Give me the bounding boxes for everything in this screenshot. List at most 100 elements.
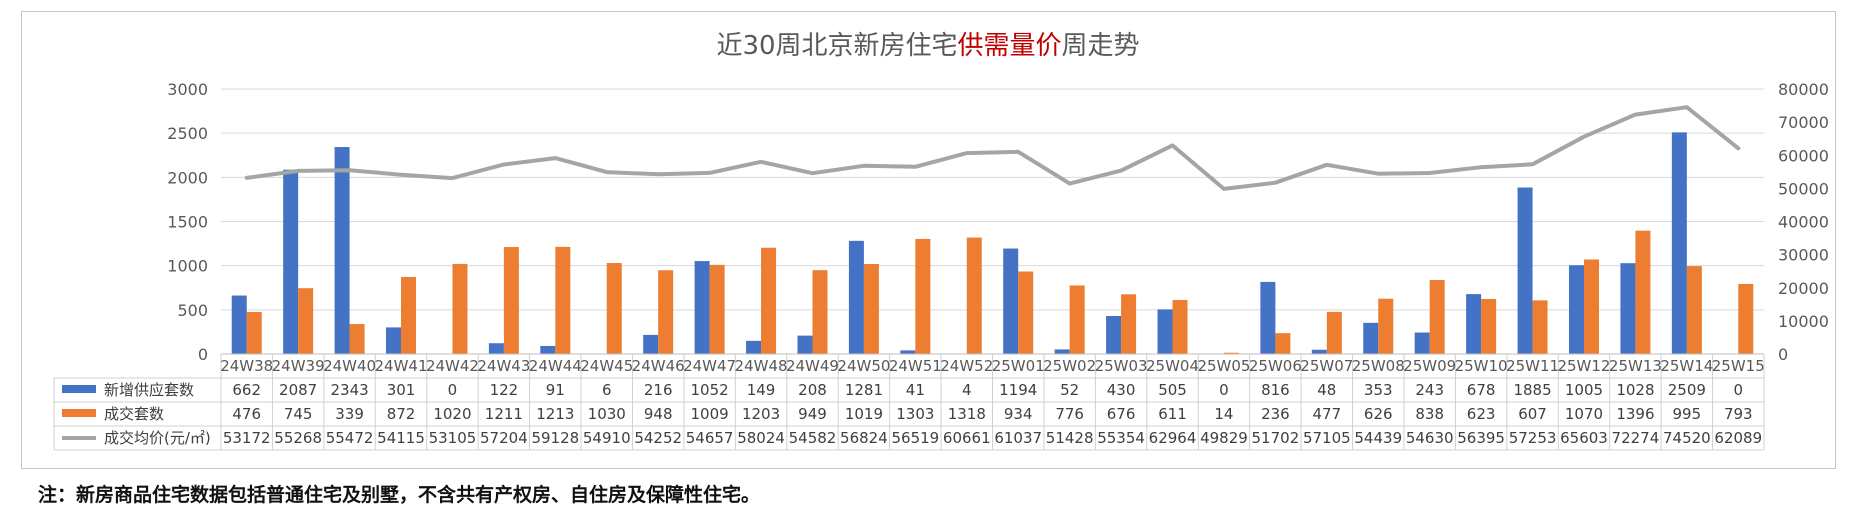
data-label: 1396	[1616, 405, 1654, 423]
bar-sales	[709, 264, 725, 354]
data-label: 623	[1467, 405, 1496, 423]
bar-supply	[540, 345, 556, 354]
data-label: 57105	[1303, 429, 1351, 447]
bar-sales	[1532, 300, 1548, 354]
x-tick-label: 25W08	[1352, 357, 1405, 375]
data-label: 1009	[691, 405, 729, 423]
legend-key	[62, 409, 96, 417]
data-label: 122	[490, 381, 519, 399]
data-label: 56519	[891, 429, 939, 447]
data-label: 1052	[691, 381, 729, 399]
data-label: 2509	[1668, 381, 1706, 399]
data-label: 54630	[1406, 429, 1454, 447]
data-label: 1211	[485, 405, 523, 423]
bar-supply	[746, 340, 762, 354]
data-label: 55354	[1097, 429, 1145, 447]
data-label: 74520	[1663, 429, 1711, 447]
bar-sales	[1069, 285, 1085, 354]
data-label: 2087	[279, 381, 317, 399]
data-label: 1213	[536, 405, 574, 423]
data-label: 51702	[1252, 429, 1300, 447]
x-tick-label: 24W45	[580, 357, 633, 375]
y-right-tick-label: 50000	[1778, 179, 1829, 198]
data-label: 0	[448, 381, 458, 399]
bar-sales	[915, 238, 931, 354]
bar-supply	[1003, 248, 1019, 354]
data-label: 54115	[377, 429, 425, 447]
data-label: 301	[387, 381, 416, 399]
bar-supply	[283, 169, 299, 354]
x-tick-label: 24W44	[529, 357, 582, 375]
data-label: 243	[1415, 381, 1444, 399]
data-label: 838	[1415, 405, 1444, 423]
chart-title-part: 近30周北京新房住宅	[716, 31, 957, 61]
data-label: 62089	[1714, 429, 1762, 447]
data-label: 1070	[1565, 405, 1603, 423]
data-label: 57204	[480, 429, 528, 447]
data-label: 676	[1107, 405, 1136, 423]
legend-key	[62, 385, 96, 393]
data-label: 1019	[845, 405, 883, 423]
data-label: 1194	[999, 381, 1037, 399]
data-label: 1005	[1565, 381, 1603, 399]
bar-supply	[1414, 332, 1430, 354]
bar-sales	[1738, 283, 1754, 354]
bar-sales	[658, 270, 674, 354]
bar-sales	[298, 288, 314, 354]
data-label: 353	[1364, 381, 1393, 399]
data-label: 55268	[274, 429, 322, 447]
legend-label: 成交套数	[104, 405, 164, 423]
y-right-tick-label: 0	[1778, 345, 1788, 364]
data-label: 54582	[789, 429, 837, 447]
bar-supply	[848, 240, 864, 354]
bar-supply	[900, 350, 916, 354]
bar-sales	[863, 263, 879, 354]
x-tick-label: 25W03	[1095, 357, 1148, 375]
bar-sales	[1018, 271, 1034, 354]
y-left-tick-label: 2500	[167, 124, 208, 143]
bar-supply	[1517, 187, 1533, 354]
data-label: 949	[798, 405, 827, 423]
bar-supply	[1363, 322, 1379, 354]
data-label: 948	[644, 405, 673, 423]
x-tick-label: 25W02	[1043, 357, 1096, 375]
y-right-tick-label: 30000	[1778, 246, 1829, 265]
y-left-tick-label: 2000	[167, 168, 208, 187]
data-label: 1885	[1513, 381, 1551, 399]
data-label: 54439	[1354, 429, 1402, 447]
data-label: 65603	[1560, 429, 1608, 447]
data-label: 56824	[840, 429, 888, 447]
data-label: 607	[1518, 405, 1547, 423]
bar-sales	[1121, 294, 1137, 354]
data-label: 776	[1055, 405, 1084, 423]
x-tick-label: 25W14	[1660, 357, 1713, 375]
bar-sales	[401, 276, 417, 354]
chart-title: 近30周北京新房住宅供需量价周走势	[716, 31, 1139, 61]
data-label: 56395	[1457, 429, 1505, 447]
x-tick-label: 25W12	[1557, 357, 1610, 375]
data-label: 0	[1219, 381, 1229, 399]
data-label: 1303	[896, 405, 934, 423]
data-label: 793	[1724, 405, 1753, 423]
bar-sales	[1635, 230, 1651, 354]
bar-supply	[1054, 349, 1070, 354]
data-label: 2343	[330, 381, 368, 399]
y-right-tick-label: 70000	[1778, 113, 1829, 132]
bar-sales	[349, 324, 365, 354]
x-tick-label: 24W41	[375, 357, 428, 375]
chart-title-part: 周走势	[1062, 31, 1140, 61]
bar-supply	[334, 147, 350, 354]
y-right-tick-label: 60000	[1778, 146, 1829, 165]
y-left-tick-label: 500	[177, 301, 208, 320]
y-right-tick-label: 10000	[1778, 312, 1829, 331]
data-label: 339	[335, 405, 364, 423]
x-tick-label: 24W47	[683, 357, 736, 375]
bar-supply	[643, 334, 659, 354]
data-label: 149	[747, 381, 776, 399]
chart-frame: 近30周北京新房住宅供需量价周走势 0 500 1000 1500 2000 2500 300…	[21, 11, 1836, 469]
bar-sales	[966, 237, 982, 354]
bar-sales	[761, 247, 777, 354]
data-label: 216	[644, 381, 673, 399]
data-label: 62964	[1149, 429, 1197, 447]
x-tick-label: 24W43	[477, 357, 530, 375]
